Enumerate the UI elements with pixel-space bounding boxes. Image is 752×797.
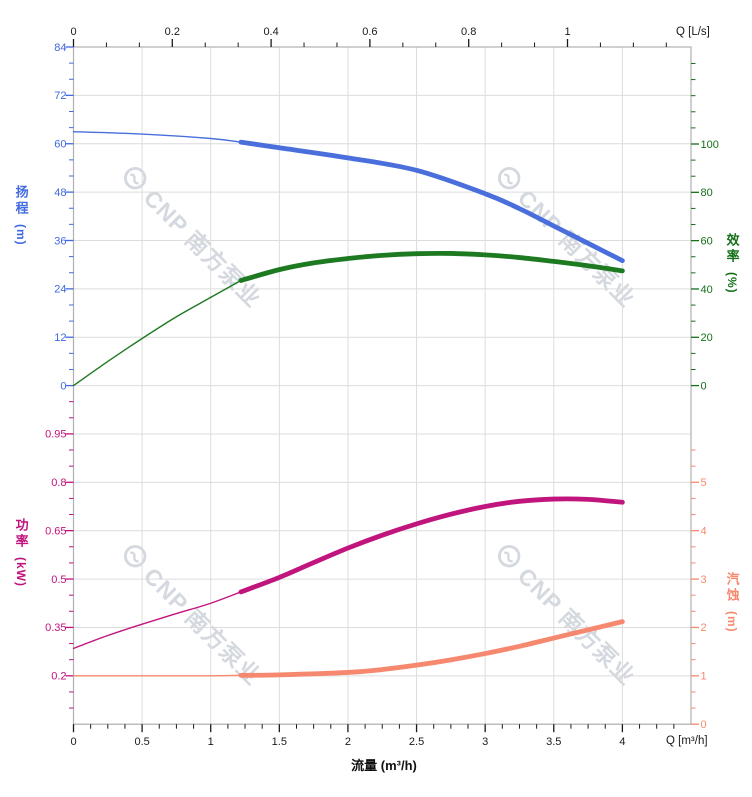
svg-text:0.95: 0.95: [45, 429, 66, 441]
npsh-axis-title-text: 汽蚀: [724, 572, 740, 604]
npsh-curve: [72, 619, 625, 678]
npsh-axis-ticks: [691, 449, 699, 725]
svg-text:1: 1: [208, 736, 214, 748]
head-axis-unit: (m): [13, 224, 28, 246]
svg-text:20: 20: [701, 332, 713, 344]
svg-text:24: 24: [54, 284, 66, 296]
svg-text:0.6: 0.6: [362, 26, 377, 38]
npsh-axis-title: 汽蚀 (m): [724, 572, 740, 633]
head-axis-title-text: 扬程: [13, 185, 29, 217]
bottom-axis-ticks: [72, 724, 675, 733]
head-axis-ticks: [65, 46, 74, 387]
power-axis-labels: 0.95 0.8 0.65 0.5 0.35 0.2: [45, 429, 66, 683]
power-axis-title-text: 功率: [13, 518, 29, 550]
svg-text:2: 2: [701, 622, 707, 634]
svg-text:0.5: 0.5: [134, 736, 149, 748]
svg-text:2: 2: [345, 736, 351, 748]
svg-text:0: 0: [60, 380, 66, 392]
svg-text:4: 4: [619, 736, 625, 748]
power-axis-ticks: [65, 401, 74, 709]
curves: [72, 130, 625, 678]
svg-text:5: 5: [701, 477, 707, 489]
efficiency-axis-title-text: 效率: [724, 233, 740, 265]
npsh-axis-labels: 5 4 3 2 1 0: [701, 477, 707, 731]
efficiency-axis-unit: (%): [724, 272, 739, 294]
svg-text:1.5: 1.5: [272, 736, 287, 748]
top-axis-labels: 0 0.2 0.4 0.6 0.8 1: [70, 26, 570, 38]
power-axis-title: 功率 (kW): [13, 518, 29, 587]
bottom-axis-labels: 0 0.5 1 1.5 2 2.5 3 3.5 4: [70, 736, 625, 748]
flow-axis-title: 流量 (m³/h): [351, 758, 417, 773]
svg-text:1: 1: [564, 26, 570, 38]
svg-text:84: 84: [54, 42, 66, 54]
svg-text:1: 1: [701, 671, 707, 683]
svg-text:40: 40: [701, 284, 713, 296]
svg-text:3: 3: [482, 736, 488, 748]
svg-text:0: 0: [70, 26, 76, 38]
efficiency-axis-title: 效率 (%): [724, 233, 740, 294]
head-curve: [72, 130, 625, 264]
svg-text:0: 0: [701, 380, 707, 392]
svg-text:4: 4: [701, 525, 707, 537]
efficiency-axis-ticks: [691, 62, 699, 387]
gridlines: [73, 46, 692, 725]
svg-text:0.65: 0.65: [45, 525, 66, 537]
bottom-axis-unit-label: Q [m³/h]: [666, 735, 708, 747]
power-curve: [72, 496, 625, 650]
svg-text:3.5: 3.5: [546, 736, 561, 748]
svg-text:0: 0: [70, 736, 76, 748]
svg-text:0: 0: [701, 719, 707, 731]
svg-text:2.5: 2.5: [409, 736, 424, 748]
efficiency-axis-labels: 100 80 60 40 20 0: [701, 139, 719, 393]
svg-text:80: 80: [701, 187, 713, 199]
svg-text:0.2: 0.2: [165, 26, 180, 38]
svg-text:36: 36: [54, 235, 66, 247]
top-axis-ticks: [72, 39, 667, 47]
power-axis-unit: (kW): [13, 557, 28, 587]
svg-text:48: 48: [54, 187, 66, 199]
svg-text:60: 60: [54, 139, 66, 151]
svg-text:60: 60: [701, 235, 713, 247]
svg-text:0.4: 0.4: [263, 26, 278, 38]
svg-text:0.35: 0.35: [45, 622, 66, 634]
svg-text:100: 100: [701, 139, 719, 151]
svg-text:0.8: 0.8: [51, 477, 66, 489]
head-axis-title: 扬程 (m): [13, 185, 29, 246]
npsh-axis-unit: (m): [724, 611, 739, 633]
svg-text:12: 12: [54, 332, 66, 344]
head-axis-labels: 84 72 60 48 36 24 12 0: [54, 42, 66, 393]
svg-text:3: 3: [701, 574, 707, 586]
svg-text:0.2: 0.2: [51, 671, 66, 683]
svg-text:72: 72: [54, 90, 66, 102]
svg-text:0.8: 0.8: [461, 26, 476, 38]
top-axis-unit-label: Q [L/s]: [676, 26, 710, 38]
efficiency-curve: [72, 250, 625, 387]
svg-text:0.5: 0.5: [51, 574, 66, 586]
